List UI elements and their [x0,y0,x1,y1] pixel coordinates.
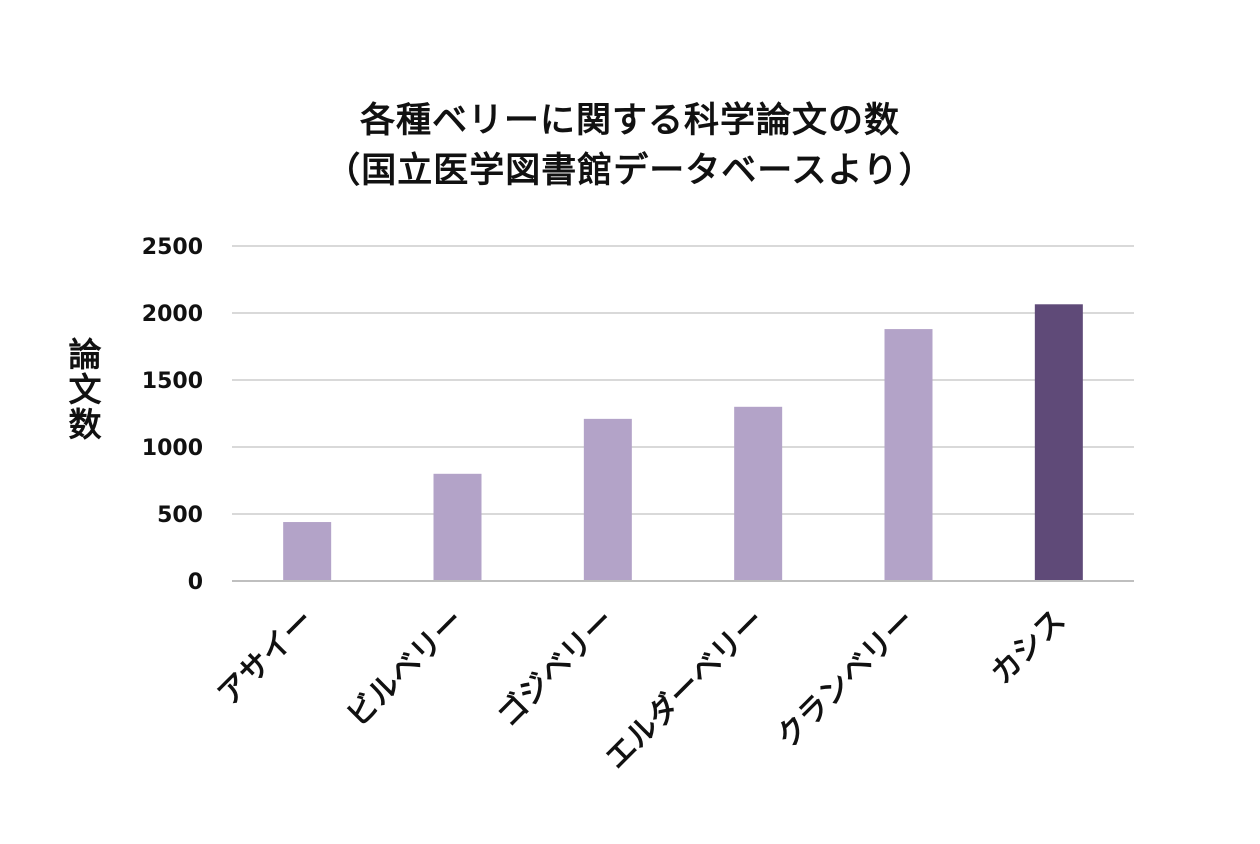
chart-subtitle: （国立医学図書館データベースより） [325,151,935,191]
y-tick-label: 2500 [142,235,203,260]
x-tick-label: クランベリー [770,603,922,755]
x-tick-label: エルダーベリー [599,603,772,776]
y-tick-label: 1000 [142,436,203,461]
y-axis-label: 論文数 [62,337,102,442]
y-tick-label: 2000 [142,302,203,327]
chart-title: 各種ベリーに関する科学論文の数 [359,101,900,141]
y-tick-label: 1500 [142,369,203,394]
bar-2 [433,473,482,581]
x-tick-label: ビルベリー [340,603,471,734]
bar-4 [734,406,783,581]
y-axis-label-text: 論文数 [63,337,102,442]
bar-3 [583,418,632,581]
x-tick-label: ゴジベリー [491,603,622,734]
bar-6 [1034,304,1083,581]
x-tick-label: アサイー [211,603,321,713]
y-tick-label: 500 [157,503,203,528]
x-tick-label: カシス [984,603,1072,691]
y-tick-label: 0 [188,570,203,595]
bar-5 [884,329,933,581]
bar-1 [283,522,332,581]
